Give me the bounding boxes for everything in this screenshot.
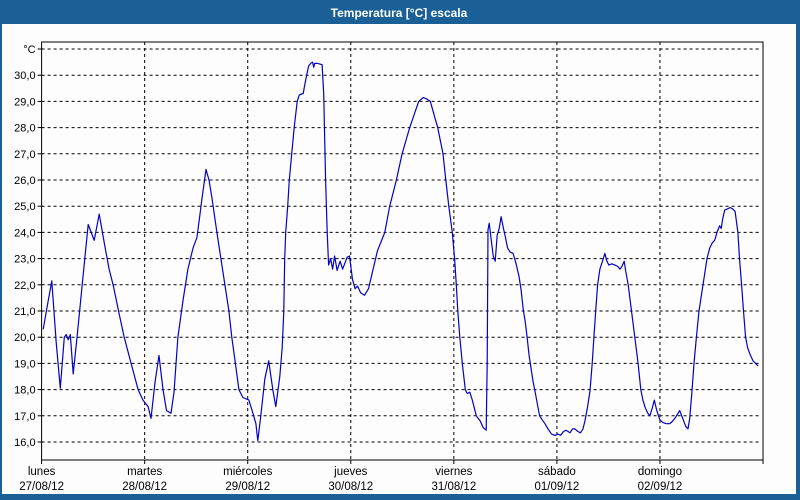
y-tick-label: 30,0 bbox=[14, 70, 35, 82]
x-day-date-label: 02/09/12 bbox=[638, 481, 683, 493]
x-day-date-label: 01/09/12 bbox=[535, 481, 580, 493]
y-tick-label: 27,0 bbox=[14, 149, 35, 161]
y-tick-label: 18,0 bbox=[14, 385, 35, 397]
y-tick-label: 26,0 bbox=[14, 175, 35, 187]
x-day-name-label: jueves bbox=[333, 466, 367, 478]
y-tick-label: 23,0 bbox=[14, 254, 35, 266]
y-tick-label: 16,0 bbox=[14, 437, 35, 449]
y-axis-unit-label: °C bbox=[23, 44, 35, 56]
y-tick-label: 28,0 bbox=[14, 123, 35, 135]
plot-border bbox=[41, 41, 764, 461]
x-day-name-label: lunes bbox=[28, 466, 56, 478]
y-tick-label: 25,0 bbox=[14, 201, 35, 213]
x-day-name-label: martes bbox=[127, 466, 162, 478]
x-day-date-label: 28/08/12 bbox=[122, 481, 167, 493]
x-day-date-label: 27/08/12 bbox=[19, 481, 64, 493]
y-tick-label: 22,0 bbox=[14, 280, 35, 292]
temperature-line bbox=[42, 61, 759, 442]
window-titlebar: Temperatura [°C] escala bbox=[2, 2, 796, 24]
y-tick-label: 29,0 bbox=[14, 96, 35, 108]
x-day-name-label: miércoles bbox=[223, 466, 272, 478]
y-tick-label: 20,0 bbox=[14, 332, 35, 344]
x-day-name-label: viernes bbox=[435, 466, 472, 478]
x-day-name-label: domingo bbox=[638, 466, 682, 478]
y-tick-label: 21,0 bbox=[14, 306, 35, 318]
x-day-date-label: 29/08/12 bbox=[225, 481, 270, 493]
window-title: Temperatura [°C] escala bbox=[330, 6, 468, 20]
y-tick-label: 17,0 bbox=[14, 411, 35, 423]
x-day-date-label: 30/08/12 bbox=[328, 481, 373, 493]
y-tick-label: 19,0 bbox=[14, 358, 35, 370]
x-day-name-label: sábado bbox=[538, 466, 576, 478]
y-tick-label: 24,0 bbox=[14, 227, 35, 239]
x-day-date-label: 31/08/12 bbox=[431, 481, 476, 493]
